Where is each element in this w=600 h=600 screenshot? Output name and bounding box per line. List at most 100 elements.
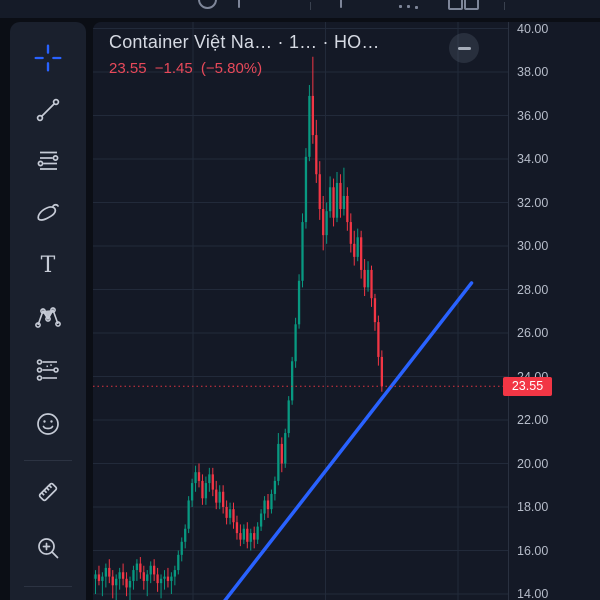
candle	[263, 496, 266, 521]
candle	[208, 467, 211, 492]
last-price-badge: 23.55	[503, 376, 552, 396]
candle	[180, 537, 183, 562]
price-axis-label: 32.00	[517, 195, 549, 210]
candle	[349, 213, 352, 253]
price-axis-label: 40.00	[517, 22, 549, 36]
candle	[346, 187, 349, 231]
dots-icon[interactable]	[415, 6, 418, 9]
emoji-tool-button[interactable]	[28, 404, 68, 444]
candle	[353, 230, 356, 266]
candle	[325, 202, 328, 244]
candle	[242, 524, 245, 544]
price-axis-label: 22.00	[517, 413, 549, 427]
trend-line-drawing[interactable]	[223, 281, 474, 600]
candle	[239, 524, 242, 547]
minus-icon	[457, 46, 471, 50]
dots-icon[interactable]	[407, 5, 410, 8]
drawing-toolbar: T	[10, 22, 86, 600]
svg-text:T: T	[41, 253, 56, 278]
candle	[366, 261, 370, 292]
candle	[204, 476, 208, 505]
candle	[177, 550, 180, 575]
candle	[232, 502, 235, 529]
price-axis-label: 34.00	[517, 152, 549, 166]
price-axis[interactable]: 40.00 38.00 36.00 34.00 32.00 30.00 28.00 26.00…	[508, 22, 600, 600]
candle	[280, 437, 283, 473]
price-change-percent: (−5.80%)	[200, 60, 263, 77]
layout-grid-icon[interactable]	[448, 0, 463, 10]
candle	[315, 119, 318, 183]
brush-tool-button[interactable]	[28, 193, 68, 233]
candle	[94, 570, 97, 594]
candle	[311, 56, 314, 144]
candle	[197, 463, 201, 488]
xabcd-pattern-tool-button[interactable]	[28, 298, 68, 338]
plot-area	[94, 56, 474, 600]
crosshair-icon	[34, 44, 62, 72]
candle	[377, 315, 380, 366]
price-axis-label: 26.00	[517, 326, 549, 340]
chart-panel[interactable]: Container Việt Na… · 1… · HO… 23.55 −1.4…	[93, 22, 600, 600]
candle	[104, 563, 107, 588]
candle	[322, 195, 325, 251]
candle	[287, 396, 290, 438]
toolbar-bar-icon[interactable]	[238, 0, 240, 8]
legend-collapse-button[interactable]	[449, 33, 479, 63]
candlestick-series	[94, 56, 383, 600]
clock-icon[interactable]	[198, 0, 217, 9]
candle	[328, 176, 332, 218]
candle	[332, 178, 335, 227]
candle	[356, 228, 359, 262]
candle	[294, 317, 297, 368]
toolbar-divider	[24, 586, 72, 587]
fib-retracement-tool-button[interactable]	[28, 141, 68, 181]
price-axis-label: 18.00	[517, 500, 549, 514]
price-axis-label: 28.00	[517, 282, 549, 297]
forecast-tool-button[interactable]	[28, 350, 68, 390]
dots-icon[interactable]	[399, 5, 402, 8]
xabcd-pattern-icon	[35, 307, 61, 328]
candle	[184, 524, 187, 549]
candle	[266, 493, 270, 518]
price-change-value: −1.45	[154, 60, 193, 77]
toolbar-divider	[504, 2, 505, 10]
candlestick-chart[interactable]	[93, 22, 600, 600]
candle	[121, 563, 125, 586]
candle	[291, 356, 294, 405]
candle	[108, 559, 111, 584]
candle	[132, 565, 135, 590]
candle	[360, 230, 363, 279]
ruler-tool-button[interactable]	[28, 472, 68, 512]
candle	[339, 174, 342, 218]
plus-bar-icon[interactable]	[340, 0, 342, 8]
candle	[153, 559, 156, 581]
candle	[187, 496, 190, 534]
layout-grid-icon[interactable]	[464, 0, 479, 10]
candle	[215, 480, 218, 510]
candle	[111, 570, 114, 599]
candle	[318, 161, 321, 220]
text-icon: T	[41, 253, 56, 278]
symbol-title[interactable]: Container Việt Na… · 1… · HO…	[109, 32, 380, 52]
candle	[246, 522, 249, 549]
candle	[201, 474, 204, 505]
candle	[173, 565, 176, 586]
candle	[373, 293, 377, 331]
top-toolbar	[0, 0, 600, 18]
zoom-in-icon	[38, 538, 59, 559]
candle	[170, 572, 173, 594]
price-axis-label: 16.00	[517, 543, 549, 558]
text-tool-button[interactable]: T	[28, 245, 68, 285]
zoom-in-tool-button[interactable]	[28, 528, 68, 568]
candle	[273, 476, 277, 501]
candle	[249, 528, 252, 551]
candle	[135, 559, 139, 581]
candle	[166, 567, 170, 588]
trend-line-icon	[36, 98, 60, 122]
candle	[308, 85, 311, 162]
candle	[163, 570, 166, 590]
candle	[256, 522, 259, 544]
trend-line-tool-button[interactable]	[28, 90, 68, 130]
crosshair-tool-button[interactable]	[28, 38, 68, 78]
